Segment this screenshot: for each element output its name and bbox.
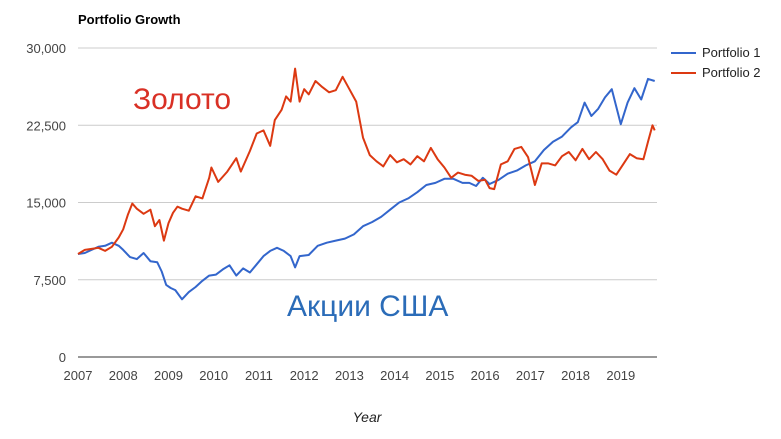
series-line-1 <box>77 77 655 301</box>
x-tick-label: 2015 <box>425 368 454 383</box>
y-tick-label: 22,500 <box>26 118 66 133</box>
annotations: Золото Акции США <box>133 83 448 323</box>
series-lines <box>77 67 656 301</box>
series-line-2 <box>77 67 656 255</box>
x-tick-label: 2019 <box>606 368 635 383</box>
x-axis-label: Year <box>353 409 383 425</box>
y-tick-label: 7,500 <box>33 273 66 288</box>
x-tick-label: 2011 <box>245 368 273 383</box>
y-axis-ticks: 0 7,500 15,000 22,500 30,000 <box>26 41 66 365</box>
y-tick-label: 15,000 <box>26 196 66 211</box>
chart-title: Portfolio Growth <box>78 12 181 27</box>
x-tick-label: 2013 <box>335 368 364 383</box>
x-tick-label: 2010 <box>199 368 228 383</box>
x-tick-label: 2016 <box>471 368 500 383</box>
annotation-2: Акции США <box>287 290 448 323</box>
y-tick-label: 30,000 <box>26 41 66 56</box>
legend-entry: Portfolio 2 <box>702 65 761 80</box>
legend-entry: Portfolio 1 <box>702 45 761 60</box>
annotation-1: Золото <box>133 83 231 116</box>
x-tick-label: 2014 <box>380 368 409 383</box>
x-tick-label: 2009 <box>154 368 183 383</box>
legend: Portfolio 1 Portfolio 2 <box>671 45 761 80</box>
y-tick-label: 0 <box>59 350 66 365</box>
x-tick-label: 2017 <box>516 368 545 383</box>
x-axis-ticks: 2007 2008 2009 2010 2011 2012 2013 2014 2015 2016… <box>64 368 636 383</box>
gridlines <box>78 47 657 358</box>
x-tick-label: 2007 <box>64 368 93 383</box>
x-tick-label: 2008 <box>109 368 138 383</box>
x-tick-label: 2012 <box>290 368 319 383</box>
x-tick-label: 2018 <box>561 368 590 383</box>
